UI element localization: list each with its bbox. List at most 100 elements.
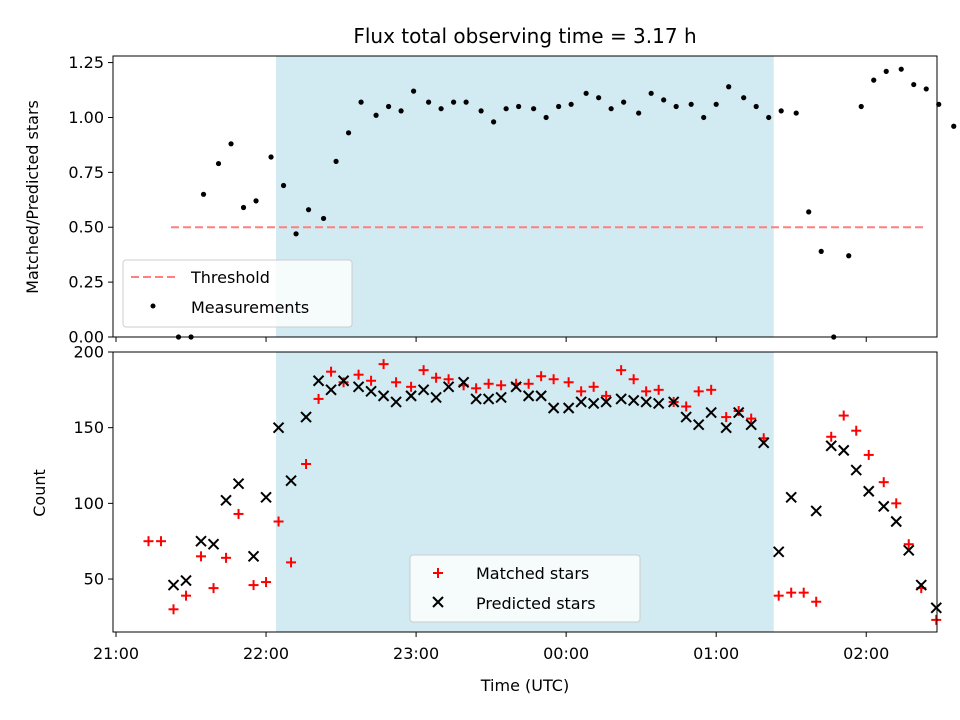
matched-star-point (851, 425, 862, 436)
predicted-star-stroke (180, 574, 192, 587)
measurement-point (806, 209, 812, 215)
measurement-point (778, 108, 784, 114)
predicted-star-stroke (365, 385, 377, 398)
predicted-star-stroke (930, 602, 942, 614)
predicted-star-point (757, 437, 770, 449)
measurement-point (410, 88, 417, 94)
chart-title: Flux total observing time = 3.17 h (353, 24, 696, 48)
predicted-star-point (510, 381, 522, 393)
measurement-point (636, 110, 642, 116)
predicted-star-point (390, 396, 402, 408)
predicted-star-stroke (680, 411, 692, 423)
measurement-point (385, 103, 392, 110)
measurement-point (305, 207, 312, 213)
predicted-star-stroke (442, 381, 455, 393)
predicted-star-point (285, 474, 297, 487)
matched-star-point (471, 383, 482, 394)
predicted-star-stroke (615, 393, 627, 405)
measurement-point (333, 158, 339, 164)
x-tick-label: 21:00 (93, 644, 139, 663)
predicted-star-point (930, 602, 942, 614)
predicted-star-stroke (667, 396, 680, 408)
predicted-star-stroke (850, 464, 862, 476)
matched-star-point (878, 477, 889, 488)
top-y-tick-label: 1.25 (68, 53, 104, 72)
predicted-star-stroke (640, 396, 652, 408)
predicted-star-stroke (547, 402, 560, 414)
measurement-point (373, 112, 379, 118)
predicted-star-point (825, 440, 837, 452)
matched-star-point (156, 536, 167, 547)
measurement-point (923, 86, 929, 92)
predicted-star-stroke (300, 411, 312, 423)
predicted-star-point (442, 381, 455, 393)
predicted-star-point (365, 385, 377, 398)
predicted-star-point (470, 393, 482, 405)
matched-star-point (563, 377, 574, 388)
x-tick-label: 22:00 (243, 644, 289, 663)
measurement-point (793, 110, 799, 116)
matched-star-point (588, 381, 599, 392)
predicted-star-point (692, 418, 705, 431)
predicted-star-stroke (915, 579, 927, 591)
measurement-point (726, 84, 732, 90)
measurement-point (543, 114, 549, 121)
top-y-tick-label: 1.00 (68, 108, 104, 127)
predicted-star-point (615, 393, 627, 405)
predicted-star-stroke (232, 477, 245, 490)
matched-star-point (233, 508, 244, 519)
matched-star-point (378, 359, 389, 370)
matched-star-point (391, 377, 402, 388)
measurement-point (688, 101, 694, 107)
matched-star-point (786, 587, 797, 598)
predicted-star-point (575, 396, 587, 408)
bottom-panel: 50 100 150 200 21:00 22:00 23:00 00:00 01:00 02:… (30, 343, 942, 695)
x-tick-label: 02:00 (843, 644, 889, 663)
predicted-star-point (745, 418, 757, 431)
predicted-star-point (312, 375, 325, 387)
x-axis-label: Time (UTC) (480, 676, 569, 695)
measurement-point (240, 204, 247, 211)
matched-star-point (313, 393, 324, 404)
predicted-star-stroke (312, 375, 325, 387)
measurement-point (951, 123, 957, 129)
predicted-star-point (535, 390, 547, 402)
predicted-star-point (495, 391, 507, 404)
matched-star-point (523, 378, 534, 389)
measurement-point (713, 101, 719, 107)
predicted-star-point (627, 394, 640, 407)
predicted-star-stroke (810, 505, 822, 517)
predicted-star-point (890, 515, 902, 528)
predicted-star-point (732, 406, 745, 419)
predicted-star-stroke (470, 393, 482, 405)
top-legend: Threshold Measurements (122, 259, 353, 328)
matched-star-point (168, 604, 179, 615)
measurement-point (228, 141, 234, 147)
predicted-star-point (705, 406, 717, 419)
predicted-star-point (325, 384, 337, 396)
predicted-star-point (247, 550, 260, 563)
measurement-point (268, 154, 274, 160)
predicted-star-point (838, 444, 850, 457)
matched-star-point (548, 374, 559, 385)
matched-star-point (798, 587, 809, 598)
top-legend-box (122, 259, 353, 328)
measurement-point (491, 119, 497, 125)
bottom-y-tick-label: 150 (73, 418, 104, 437)
predicted-star-point (457, 376, 470, 388)
predicted-star-stroke (903, 544, 915, 556)
bottom-y-ticks: 50 100 150 200 (73, 343, 113, 589)
matched-star-point (863, 449, 874, 460)
measurement-point (766, 114, 772, 121)
predicted-star-stroke (495, 391, 507, 404)
predicted-star-point (180, 574, 192, 587)
measurement-point (425, 99, 432, 105)
predicted-star-point (785, 491, 797, 504)
predicted-star-stroke (220, 494, 232, 507)
predicted-star-stroke (325, 384, 337, 396)
predicted-star-stroke (405, 390, 417, 402)
predicted-star-stroke (785, 491, 797, 504)
predicted-star-stroke (692, 418, 705, 431)
predicted-star-stroke (838, 444, 850, 457)
bottom-y-tick-label: 50 (84, 570, 104, 589)
